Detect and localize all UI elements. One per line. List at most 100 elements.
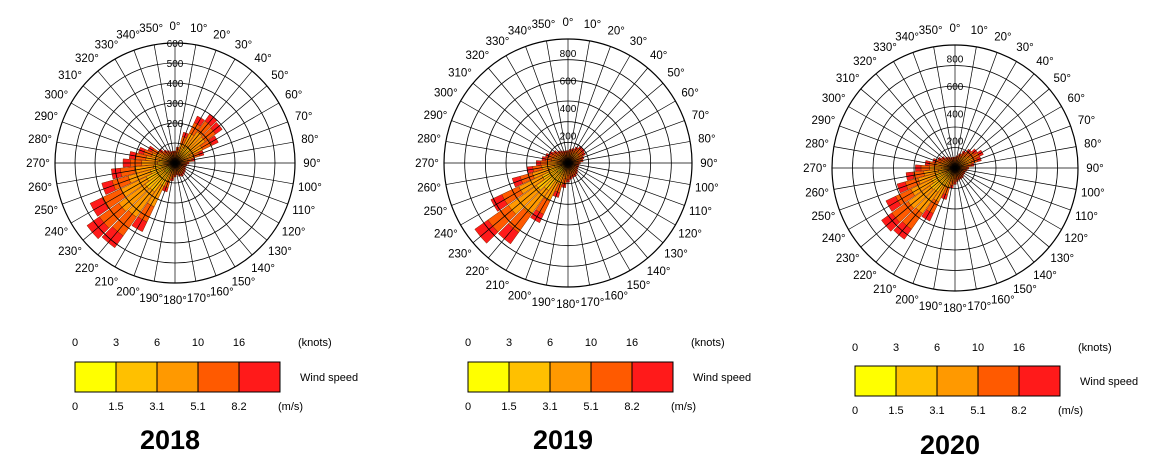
legend-knots-tick: 0 <box>465 337 471 349</box>
direction-label: 280° <box>805 139 829 151</box>
direction-label: 190° <box>139 293 163 305</box>
direction-label: 250° <box>424 206 448 218</box>
direction-label: 60° <box>1068 93 1085 105</box>
direction-label: 260° <box>28 182 52 194</box>
direction-label: 300° <box>822 93 846 105</box>
direction-label: 230° <box>58 246 82 258</box>
direction-label: 0° <box>563 17 574 29</box>
legend-knots-tick: 0 <box>72 337 78 349</box>
direction-label: 300° <box>434 88 458 100</box>
direction-label: 320° <box>465 50 489 62</box>
direction-label: 310° <box>448 67 472 79</box>
legend-ms-tick: 1.5 <box>108 401 123 413</box>
direction-label: 70° <box>1078 115 1095 127</box>
legend-swatch <box>116 362 157 392</box>
direction-label: 10° <box>584 19 601 31</box>
legend-ms-unit: (m/s) <box>278 401 303 413</box>
direction-label: 260° <box>805 187 829 199</box>
legend-ms-tick: 0 <box>465 401 471 413</box>
direction-label: 330° <box>486 36 510 48</box>
direction-label: 10° <box>190 23 207 35</box>
legend-ms-tick: 3.1 <box>542 401 557 413</box>
legend-ms-unit: (m/s) <box>1058 405 1083 417</box>
direction-label: 190° <box>919 301 943 313</box>
direction-label: 240° <box>822 233 846 245</box>
direction-label: 40° <box>254 53 271 65</box>
direction-label: 30° <box>630 36 647 48</box>
legend-ms-tick: 5.1 <box>583 401 598 413</box>
direction-label: 270° <box>26 158 50 170</box>
direction-label: 80° <box>698 134 715 146</box>
direction-label: 200° <box>895 295 919 307</box>
direction-label: 340° <box>508 26 532 38</box>
direction-label: 210° <box>486 280 510 292</box>
legend-ms-tick: 1.5 <box>888 405 903 417</box>
direction-label: 280° <box>28 134 52 146</box>
direction-label: 100° <box>1081 187 1105 199</box>
direction-label: 20° <box>608 26 625 38</box>
radial-tick-label: 200 <box>560 131 577 142</box>
legend-knots-unit: (knots) <box>1078 342 1112 354</box>
direction-label: 340° <box>895 31 919 43</box>
legend-ms-unit: (m/s) <box>671 401 696 413</box>
radial-tick-label: 200 <box>167 119 184 130</box>
direction-label: 50° <box>1054 73 1071 85</box>
direction-label: 220° <box>75 263 99 275</box>
direction-label: 40° <box>1036 56 1053 68</box>
direction-label: 90° <box>700 158 717 170</box>
direction-label: 200° <box>116 287 140 299</box>
legend-knots-tick: 16 <box>233 337 245 349</box>
direction-label: 130° <box>664 249 688 261</box>
direction-label: 350° <box>532 19 556 31</box>
direction-label: 290° <box>424 110 448 122</box>
direction-label: 30° <box>1016 42 1033 54</box>
legend-swatch <box>509 362 550 392</box>
direction-label: 220° <box>853 270 877 282</box>
legend-title: Wind speed <box>300 372 358 384</box>
direction-label: 160° <box>210 287 234 299</box>
radial-tick-label: 400 <box>560 104 577 115</box>
legend-swatch <box>550 362 591 392</box>
legend-swatch <box>591 362 632 392</box>
direction-label: 20° <box>213 29 230 41</box>
direction-label: 120° <box>282 227 306 239</box>
wind-rose-2019: 2004006008000°10°20°30°40°50°60°70°80°90… <box>392 0 778 459</box>
legend-swatch <box>896 366 937 396</box>
direction-label: 250° <box>34 205 58 217</box>
legend-knots-tick: 6 <box>934 342 940 354</box>
direction-label: 50° <box>667 67 684 79</box>
direction-label: 150° <box>1013 284 1037 296</box>
legend-knots-tick: 3 <box>113 337 119 349</box>
direction-label: 150° <box>232 277 256 289</box>
direction-label: 160° <box>604 290 628 302</box>
year-title-2019: 2019 <box>533 425 593 456</box>
legend-knots-tick: 6 <box>547 337 553 349</box>
direction-label: 310° <box>836 73 860 85</box>
legend-knots-tick: 3 <box>506 337 512 349</box>
direction-label: 10° <box>971 25 988 37</box>
legend-swatch <box>632 362 673 392</box>
legend-swatch <box>855 366 896 396</box>
legend-knots-tick: 10 <box>585 337 597 349</box>
direction-label: 50° <box>271 70 288 82</box>
legend-knots-tick: 6 <box>154 337 160 349</box>
direction-label: 180° <box>163 295 187 307</box>
direction-label: 120° <box>1064 233 1088 245</box>
direction-label: 270° <box>415 158 439 170</box>
direction-label: 260° <box>417 182 441 194</box>
direction-label: 40° <box>650 50 667 62</box>
legend-swatch <box>75 362 116 392</box>
direction-label: 330° <box>873 42 897 54</box>
legend-swatch <box>468 362 509 392</box>
legend-knots-unit: (knots) <box>691 337 725 349</box>
direction-label: 60° <box>285 90 302 102</box>
legend-title: Wind speed <box>1080 376 1138 388</box>
direction-label: 190° <box>532 297 556 309</box>
wind-rose-2020: 2004006008000°10°20°30°40°50°60°70°80°90… <box>772 0 1158 459</box>
direction-label: 240° <box>434 229 458 241</box>
legend-ms-tick: 3.1 <box>149 401 164 413</box>
direction-label: 250° <box>812 211 836 223</box>
